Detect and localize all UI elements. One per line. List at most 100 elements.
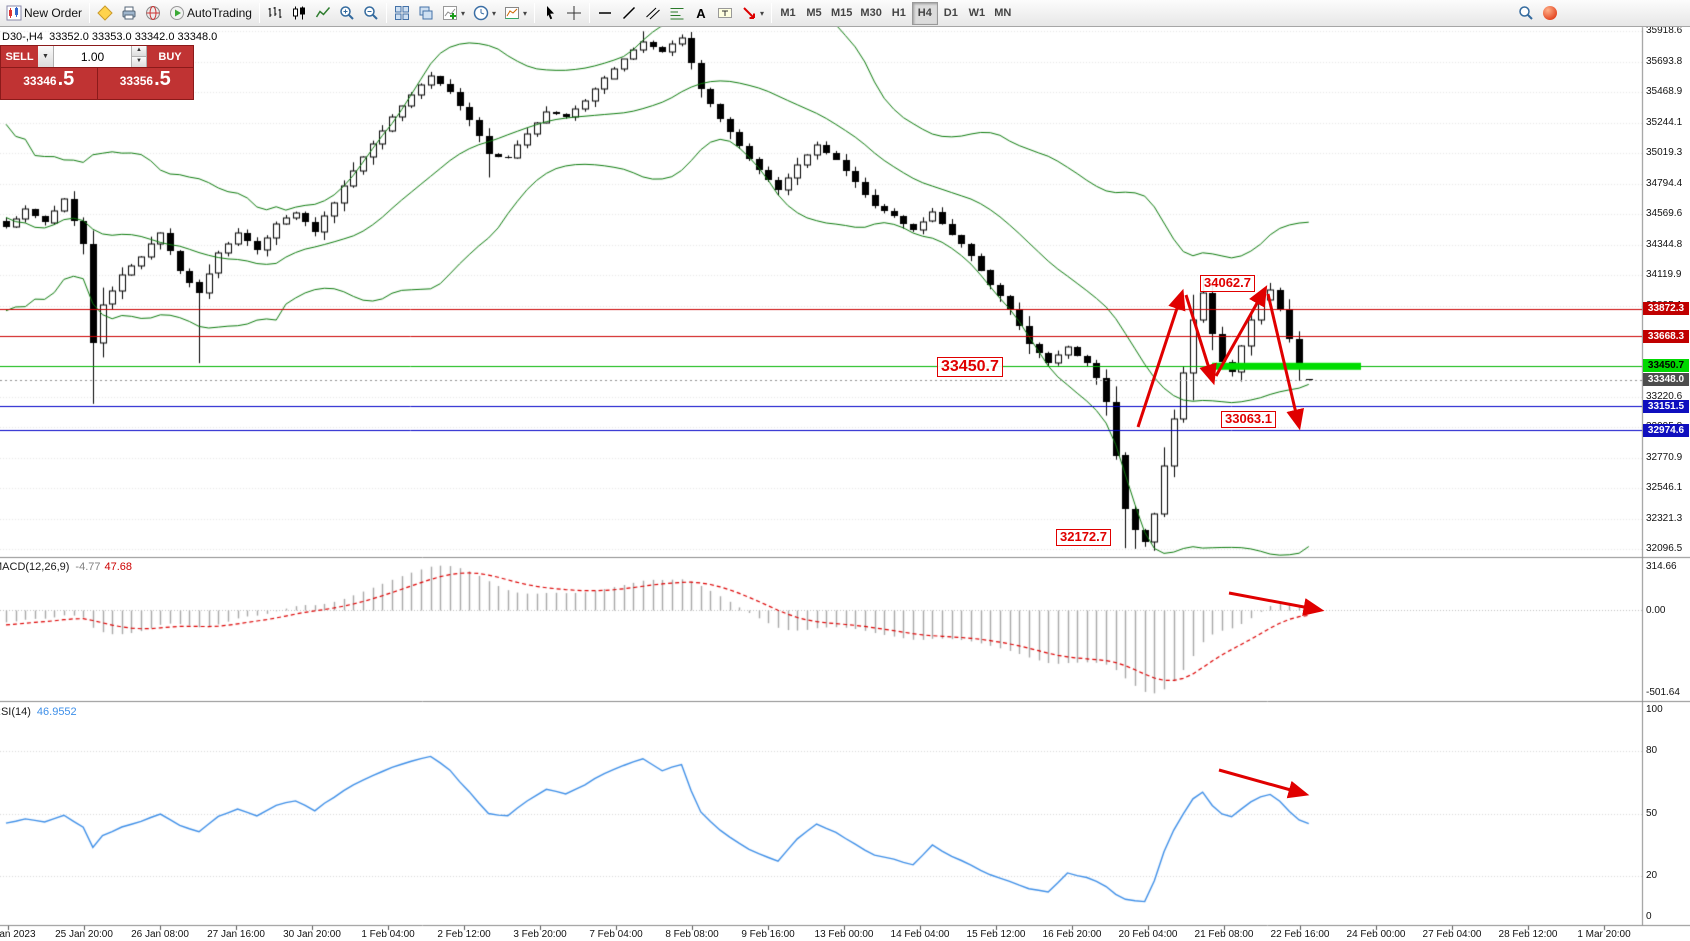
buy-price-button[interactable]: 33356 .5 <box>96 68 193 99</box>
metaeditor-icon <box>97 5 113 21</box>
timeframe-m30-button[interactable]: M30 <box>856 2 885 25</box>
chart-annotation-label[interactable]: 34062.7 <box>1200 275 1255 292</box>
volume-up-button[interactable]: ▲ <box>132 46 146 56</box>
macd-name: MACD(12,26,9) <box>0 561 70 573</box>
macd-indicator-label: MACD(12,26,9) -4.77 47.68 <box>0 561 132 573</box>
toolbar-separator <box>258 3 260 23</box>
equidistant-channel-button[interactable] <box>641 2 665 25</box>
candlestick-chart-button[interactable] <box>287 2 311 25</box>
chart-annotation-label[interactable]: 33063.1 <box>1221 411 1276 428</box>
line-chart-button[interactable] <box>311 2 335 25</box>
tile-windows-icon <box>394 6 409 20</box>
trendline-icon <box>622 6 636 20</box>
volume-input[interactable] <box>54 46 132 67</box>
timeframe-m1-button[interactable]: M1 <box>775 2 801 25</box>
toolbar-separator <box>589 3 590 23</box>
rsi-value: 46.9552 <box>36 706 77 718</box>
timeframe-d1-button[interactable]: D1 <box>938 2 964 25</box>
chart-annotation-label[interactable]: 33450.7 <box>937 357 1003 378</box>
timeframe-h4-button[interactable]: H4 <box>911 1 938 25</box>
fibonacci-icon <box>670 8 684 20</box>
help-button[interactable] <box>141 2 165 25</box>
cascade-windows-icon <box>419 6 433 20</box>
toolbar-separator <box>89 3 91 23</box>
text-icon: A <box>696 5 706 21</box>
fibonacci-button[interactable] <box>665 2 689 25</box>
volume-dropdown-button[interactable]: ▼ <box>38 46 54 67</box>
buy-price-main: 33356 <box>119 74 154 88</box>
arrows-button[interactable]: ▾ <box>737 2 768 25</box>
cascade-windows-button[interactable] <box>414 2 438 25</box>
zoom-in-button[interactable] <box>335 2 359 25</box>
autotrading-label: AutoTrading <box>187 6 252 20</box>
sell-price-button[interactable]: 33346 .5 <box>1 68 97 99</box>
toolbar-separator <box>534 3 535 23</box>
timeframe-m5-button[interactable]: M5 <box>801 2 827 25</box>
timeframe-h1-button[interactable]: H1 <box>886 2 912 25</box>
rsi-indicator-label: RSI(14) 46.9552 <box>0 706 77 718</box>
volume-down-button[interactable]: ▼ <box>132 56 146 67</box>
template-icon <box>504 7 519 19</box>
macd-signal-value: 47.68 <box>104 561 133 573</box>
symbol-ohlc-text: D30-,H4 33352.0 33353.0 33342.0 33348.0 <box>2 31 218 43</box>
line-chart-icon <box>315 7 331 18</box>
tile-windows-button[interactable] <box>390 2 414 25</box>
indicators-icon <box>442 6 457 20</box>
text-button[interactable]: A <box>689 2 713 25</box>
new-order-icon <box>6 5 22 21</box>
horizontal-line-icon <box>599 12 611 14</box>
zoom-in-icon <box>340 6 354 20</box>
indicators-button[interactable]: ▾ <box>438 2 469 25</box>
crosshair-button[interactable] <box>562 2 586 25</box>
sell-button[interactable]: SELL <box>1 46 38 67</box>
new-order-label: New Order <box>24 6 83 20</box>
bar-chart-button[interactable] <box>263 2 287 25</box>
period-clock-icon <box>473 5 489 21</box>
dropdown-caret-icon: ▾ <box>491 8 496 18</box>
autotrading-icon <box>170 6 185 20</box>
one-click-trading-panel: SELL ▼ ▲ ▼ BUY 33346 .5 33356 .5 <box>0 45 194 100</box>
sell-price-main: 33346 <box>23 74 57 88</box>
globe-icon <box>146 6 161 20</box>
chart-annotation-label[interactable]: 32172.7 <box>1056 529 1111 546</box>
trendline-button[interactable] <box>617 2 641 25</box>
timeframe-m15-button[interactable]: M15 <box>827 2 856 25</box>
templates-button[interactable]: ▾ <box>500 2 531 25</box>
toolbar-right-group <box>1514 2 1562 25</box>
metaeditor-button[interactable] <box>93 2 117 25</box>
search-button[interactable] <box>1514 2 1538 25</box>
toolbar-separator <box>771 3 773 23</box>
timeframe-mn-button[interactable]: MN <box>990 2 1016 25</box>
crosshair-icon <box>567 6 581 20</box>
volume-stepper: ▲ ▼ <box>132 46 147 67</box>
cursor-button[interactable] <box>538 2 562 25</box>
buy-price-fraction: .5 <box>154 68 171 90</box>
toolbar-separator <box>385 3 387 23</box>
arrows-tool-icon <box>743 7 755 19</box>
text-label-button[interactable] <box>713 2 737 25</box>
symbol-info-bar: D30-,H4 33352.0 33353.0 33342.0 33348.0 <box>2 31 217 43</box>
cursor-icon <box>547 6 554 20</box>
print-button[interactable] <box>117 2 141 25</box>
text-label-icon <box>718 8 732 18</box>
dropdown-caret-icon: ▾ <box>522 8 527 18</box>
search-icon <box>1519 6 1533 20</box>
rsi-name: RSI(14) <box>0 706 31 718</box>
zoom-out-icon <box>364 6 378 20</box>
toolbar: New Order AutoTrading ▾ ▾ ▾ A ▾ M1 M5 M1… <box>0 0 1690 27</box>
zoom-out-button[interactable] <box>359 2 383 25</box>
horizontal-line-button[interactable] <box>593 2 617 25</box>
buy-button[interactable]: BUY <box>147 46 193 67</box>
timeframe-w1-button[interactable]: W1 <box>964 2 990 25</box>
community-button[interactable] <box>1538 2 1562 25</box>
sell-price-fraction: .5 <box>57 68 75 90</box>
dropdown-caret-icon: ▾ <box>760 8 765 18</box>
autotrading-button[interactable]: AutoTrading <box>165 2 256 25</box>
new-order-button[interactable]: New Order <box>2 2 86 25</box>
community-profile-icon <box>1543 6 1557 20</box>
bar-chart-icon <box>268 7 282 18</box>
candlestick-icon <box>292 6 305 20</box>
macd-value: -4.77 <box>75 561 101 573</box>
periods-button[interactable]: ▾ <box>469 2 500 25</box>
